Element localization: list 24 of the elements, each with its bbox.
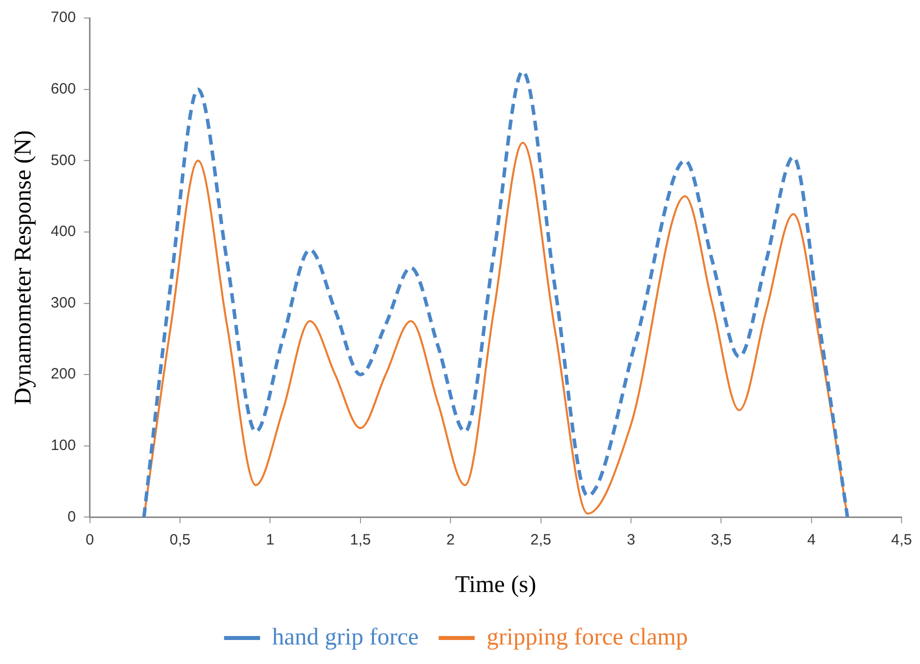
line-series [142, 142, 848, 518]
x-tick-label: 1 [266, 531, 274, 548]
x-tick-label: 4 [807, 531, 816, 548]
x-tick-label: 1,5 [350, 531, 371, 548]
y-axis-title: Dynamometer Response (N) [10, 130, 37, 405]
x-tick-label: 3 [626, 531, 636, 548]
x-tick-label: 2,5 [530, 531, 552, 548]
x-axis-title: Time (s) [455, 572, 536, 598]
x-tick-label: 2 [446, 531, 455, 548]
legend-label: hand grip force [272, 624, 419, 650]
y-tick-label: 0 [67, 508, 76, 526]
y-tick-label: 100 [50, 437, 76, 454]
y-tick-label: 600 [50, 80, 76, 98]
legend-label: gripping force clamp [486, 624, 688, 650]
y-tick-label: 700 [50, 9, 76, 26]
x-tick-label: 0,5 [170, 531, 190, 548]
y-tick-label: 500 [50, 152, 76, 169]
y-tick-label: 200 [50, 366, 76, 383]
y-tick-label: 400 [50, 223, 76, 240]
line-series [142, 70, 850, 518]
y-tick-label: 300 [50, 294, 76, 312]
x-tick-label: 0 [86, 531, 94, 548]
x-tick-label: 4,5 [891, 531, 912, 548]
x-tick-label: 3,5 [710, 531, 732, 548]
